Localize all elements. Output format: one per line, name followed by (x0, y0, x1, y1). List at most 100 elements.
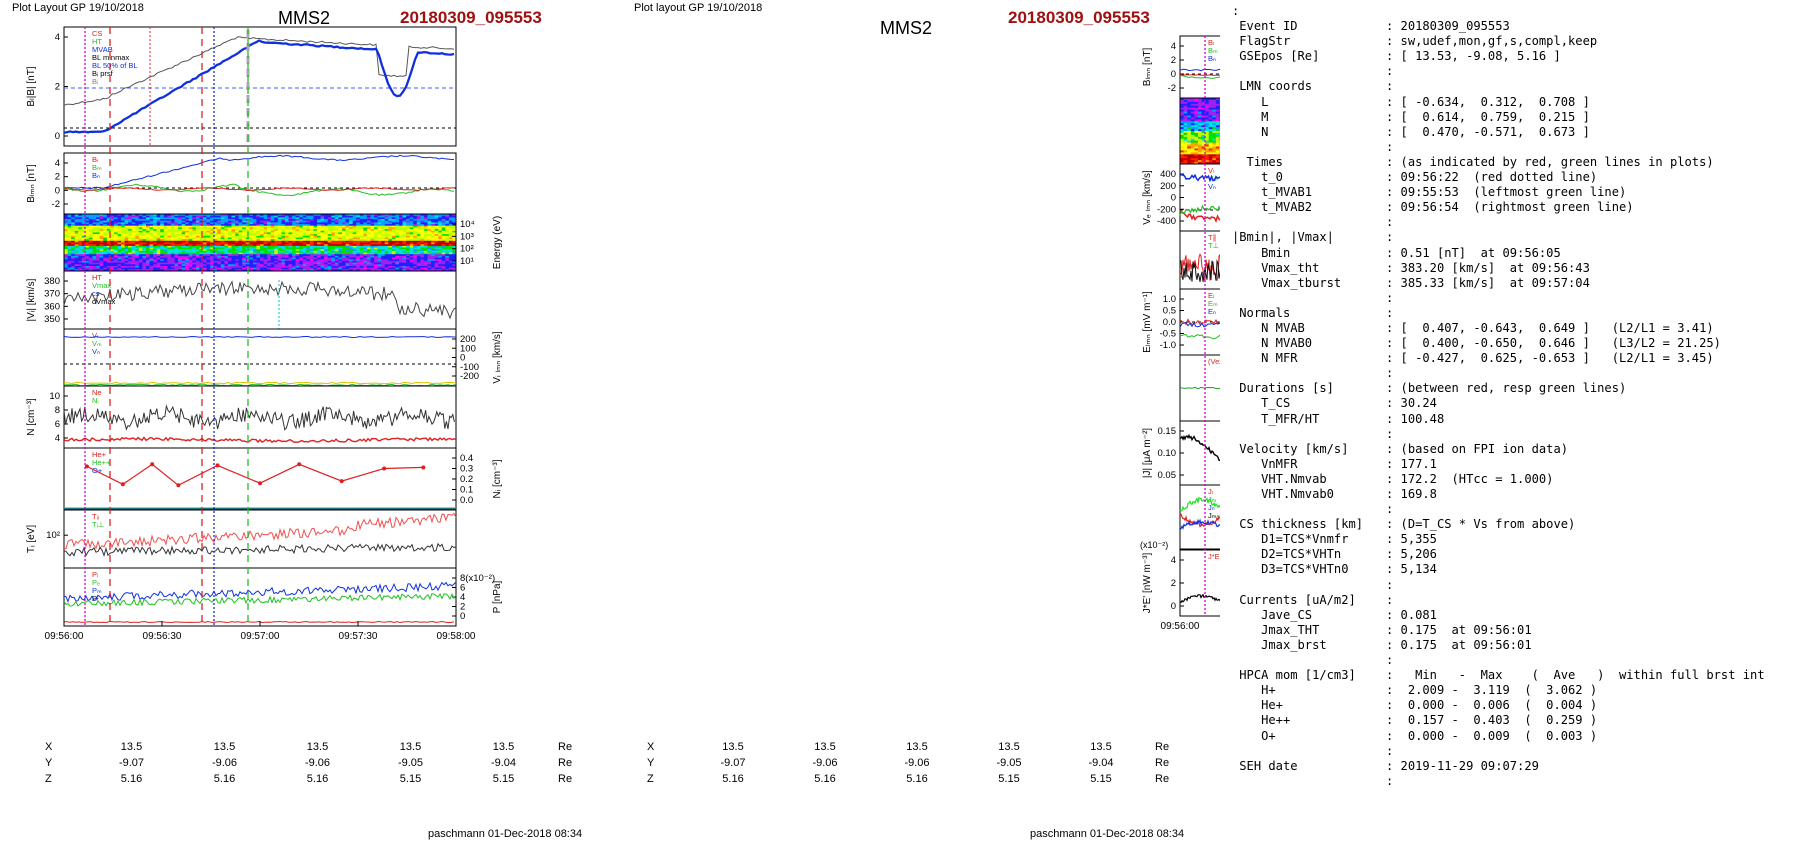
y-tick-label: 2 (1171, 578, 1176, 589)
info-key: He+ (1232, 698, 1283, 713)
BM-series (1179, 74, 1220, 79)
Ti-perp-series (63, 542, 457, 557)
panel-9: 4 2 0 J*E' [nW m⁻³] J*E' (x10⁻²) (1140, 540, 1220, 617)
y-tick-label: -1.0 (1160, 340, 1176, 351)
y-tick-label: -2 (52, 199, 60, 210)
info-value: : 169.8 (1386, 487, 1437, 501)
legend-entry: Vₘ (92, 339, 102, 348)
legend-entry: Eₙ (1208, 307, 1216, 316)
info-value: : 172.2 (HTcc = 1.000) (1386, 471, 1554, 486)
info-value: : (1386, 215, 1394, 230)
info-value: : (1386, 426, 1394, 441)
y-tick-label: 0 (1171, 69, 1176, 80)
legend-entry: Pₑ (92, 578, 100, 587)
y-tick-label: 4 (55, 32, 60, 43)
panel-frame (63, 447, 457, 511)
info-row: D1=TCS*Vnmfr: 5,355 (1232, 532, 1800, 547)
panel-6: 100-10Eₘ [mW m⁻²](VexB)ₘ (1179, 354, 1220, 422)
info-key: LMN coords (1232, 79, 1313, 94)
info-row: H+: 2.009 - 3.119 ( 3.062 ) (1232, 683, 1800, 698)
coord-value: 5.16 (213, 773, 236, 785)
coord-value: 5.16 (722, 773, 744, 785)
info-row: Durations [s] : (between red, resp green … (1232, 381, 1800, 396)
coord-value: -9.04 (490, 757, 517, 769)
legend-entry: HT (92, 273, 102, 282)
panel-frame (63, 26, 457, 147)
legend-entry: Vₙ (1208, 182, 1216, 191)
info-value: : (1386, 79, 1394, 94)
legend-entry: Bᵢ (92, 77, 98, 86)
BN-series (1179, 74, 1220, 76)
VM-series (63, 381, 457, 385)
coord-unit: Re (1155, 757, 1170, 769)
info-key: Velocity [km/s] (1232, 441, 1349, 456)
info-row: VHT.Nmvab: 172.2 (HTcc = 1.000) (1232, 472, 1800, 487)
info-key: FlagStr (1232, 34, 1291, 49)
info-row: : (1232, 140, 1800, 155)
info-row: N: [ 0.470, -0.571, 0.673 ] (1232, 125, 1800, 140)
coord-unit: Re (1155, 741, 1170, 753)
info-row: Normals: (1232, 306, 1800, 321)
info-value: : 0.175 at 09:56:01 (1386, 637, 1532, 652)
info-key: HPCA mom [1/cm3] (1232, 668, 1356, 683)
info-row: Vmax_tburst: 385.33 [km/s] at 09:57:04 (1232, 276, 1800, 291)
info-key: Normals (1232, 305, 1291, 320)
info-value: : (1386, 305, 1394, 320)
legend-entry: Nᵢ (92, 396, 99, 405)
info-row: HPCA mom [1/cm3]: Min - Max ( Ave ) with… (1232, 668, 1800, 683)
y-multiplier: (x10⁻²) (1140, 540, 1168, 550)
panel-4: 10¹Tₑ [eV]T∥T⊥ (1179, 230, 1220, 290)
info-row: t_MVAB2: 09:56:54 (rightmost green line) (1232, 200, 1800, 215)
info-row: : (1232, 291, 1800, 306)
y-tick-label: 4 (1171, 41, 1176, 52)
time-tick-label: 09:58:00 (437, 631, 476, 642)
coord-value: -9.06 (812, 757, 838, 769)
info-row: T_CS: 30.24 (1232, 396, 1800, 411)
info-value: : [ 13.53, -9.08, 5.16 ] (1386, 49, 1561, 64)
Te-perp-series (1179, 259, 1220, 282)
info-row: Event ID: 20180309_095553 (1232, 19, 1800, 34)
info-value: : sw,udef,mon,gf,s,compl,keep (1386, 34, 1598, 49)
Pe-series (64, 620, 455, 624)
coord-value: 5.15 (399, 773, 422, 785)
info-value: : (between red, resp green lines) (1386, 381, 1627, 396)
legend-entry: Bₙ (1208, 54, 1216, 63)
y-axis-label: Vᵢ ₗₘₙ [km/s] (492, 331, 503, 384)
info-key: Durations [s] (1232, 381, 1334, 396)
left-footer: paschmann 01-Dec-2018 08:34 (428, 828, 583, 840)
y-tick-label: 4 (55, 158, 60, 169)
coord-value: -9.04 (1088, 757, 1114, 769)
legend-entry: Vₗ (1208, 166, 1214, 175)
info-key: |Bmin|, |Vmax| (1232, 230, 1334, 245)
legend-entry: Jₘₐₓ (1208, 511, 1220, 520)
legend-entry: Vₘ (1208, 174, 1218, 183)
info-key: Event ID (1232, 19, 1298, 34)
info-row: He++: 0.157 - 0.403 ( 0.259 ) (1232, 713, 1800, 728)
info-value: : 5,134 (1386, 562, 1437, 577)
info-key: N MVAB (1232, 320, 1305, 335)
legend-entry: Pₜ (92, 594, 99, 603)
info-key: He++ (1232, 713, 1291, 728)
coord-label: X (45, 741, 53, 753)
Pm-series (63, 592, 457, 607)
info-row: t_MVAB1: 09:55:53 (leftmost green line) (1232, 185, 1800, 200)
info-key: t_MVAB2 (1232, 200, 1313, 215)
info-value: : [ 0.470, -0.571, 0.673 ] (1386, 124, 1590, 139)
coord-unit: Re (558, 757, 573, 769)
legend-entry: Bₘ (1208, 46, 1218, 55)
legend-entry: T∥ (1208, 233, 1216, 242)
coord-value: -9.06 (904, 757, 930, 769)
HePP-point (150, 462, 155, 467)
y-tick-label: 10³ (460, 231, 474, 242)
y-tick-label: 200 (460, 334, 476, 345)
info-row: : (1232, 578, 1800, 593)
legend-entry: Bᵢ prsf (92, 69, 114, 78)
info-row: SEH date: 2019-11-29 09:07:29 (1232, 759, 1800, 774)
info-row: D3=TCS*VHTn0: 5,134 (1232, 562, 1800, 577)
coord-value: 13.5 (492, 741, 515, 753)
coord-label: X (647, 741, 655, 753)
info-key: GSEpos [Re] (1232, 49, 1320, 64)
